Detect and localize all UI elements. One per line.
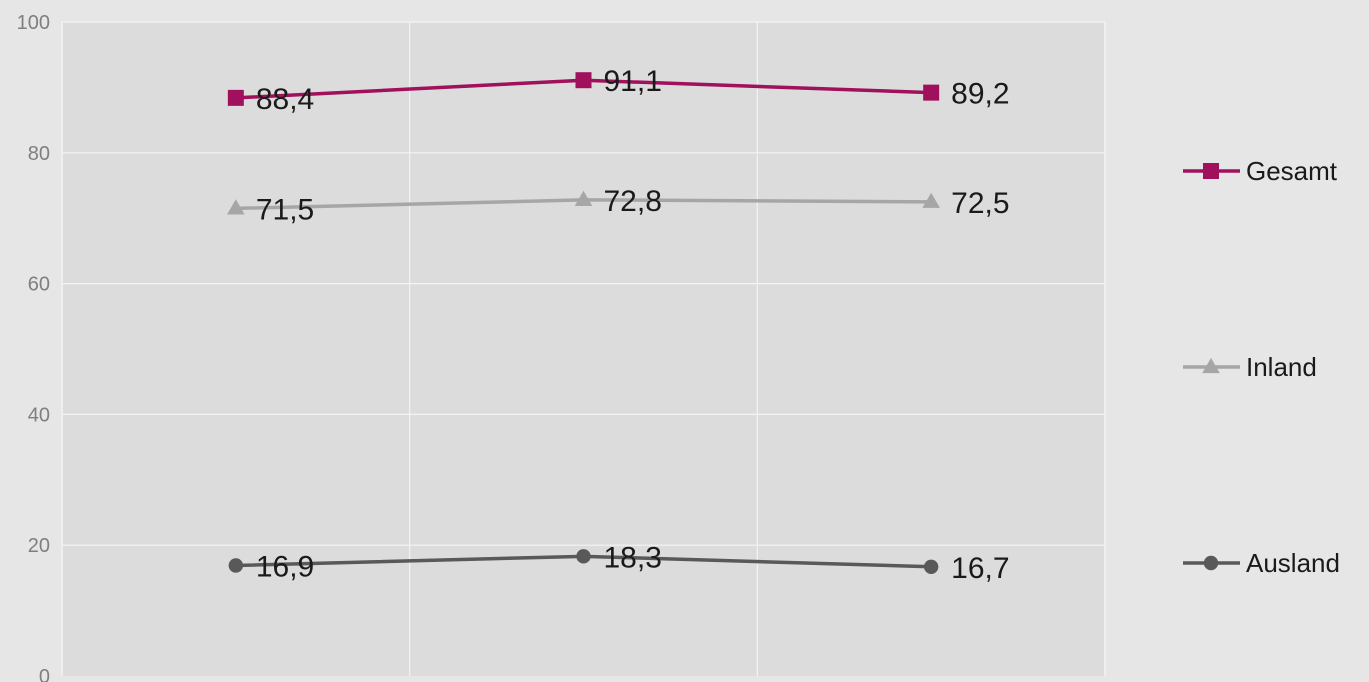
- data-point-marker: [922, 192, 940, 208]
- y-axis: 0 20 40 60 80 100: [17, 12, 50, 682]
- series-ausland: 16,9 18,3 16,7: [228, 541, 1010, 585]
- legend-marker: [1202, 357, 1220, 374]
- data-label: 88,4: [256, 83, 314, 116]
- legend-marker: [1203, 163, 1219, 179]
- data-point-marker: [576, 549, 591, 564]
- plot-area: [62, 22, 1105, 676]
- data-point-marker: [228, 558, 244, 573]
- legend-label: Gesamt: [1246, 156, 1338, 186]
- series-gesamt: 88,4 91,1 89,2: [227, 65, 1010, 116]
- grid: [61, 21, 1106, 676]
- legend-label: Ausland: [1246, 548, 1340, 578]
- legend: Gesamt Inland Ausland: [1183, 156, 1340, 578]
- y-tick-label: 100: [17, 12, 50, 34]
- data-label: 16,7: [951, 552, 1009, 585]
- series-group: 88,4 91,1 89,2 71,5 72,8 72,5 16,9 18,3 16,7: [227, 65, 1010, 585]
- data-label: 71,5: [256, 193, 314, 226]
- data-label: 91,1: [604, 65, 662, 98]
- data-point-marker: [575, 72, 592, 89]
- y-tick-label: 40: [28, 404, 50, 426]
- legend-marker: [1203, 555, 1219, 571]
- data-point-marker: [574, 190, 593, 206]
- legend-item-ausland: Ausland: [1183, 548, 1340, 578]
- data-label: 89,2: [951, 78, 1009, 111]
- data-label: 72,8: [604, 185, 662, 218]
- data-label: 16,9: [256, 550, 314, 583]
- data-point-marker: [227, 89, 244, 106]
- series-inland: 71,5 72,8 72,5: [227, 185, 1010, 226]
- legend-item-inland: Inland: [1183, 352, 1317, 382]
- y-tick-label: 80: [28, 143, 50, 165]
- data-point-marker: [227, 199, 245, 215]
- data-label: 72,5: [951, 187, 1009, 220]
- data-label: 18,3: [604, 541, 662, 574]
- data-point-marker: [923, 84, 940, 101]
- y-tick-label: 0: [39, 666, 50, 682]
- legend-item-gesamt: Gesamt: [1183, 156, 1338, 186]
- data-point-marker: [923, 559, 939, 574]
- legend-label: Inland: [1246, 352, 1317, 382]
- y-tick-label: 20: [28, 535, 50, 557]
- y-tick-label: 60: [28, 274, 50, 296]
